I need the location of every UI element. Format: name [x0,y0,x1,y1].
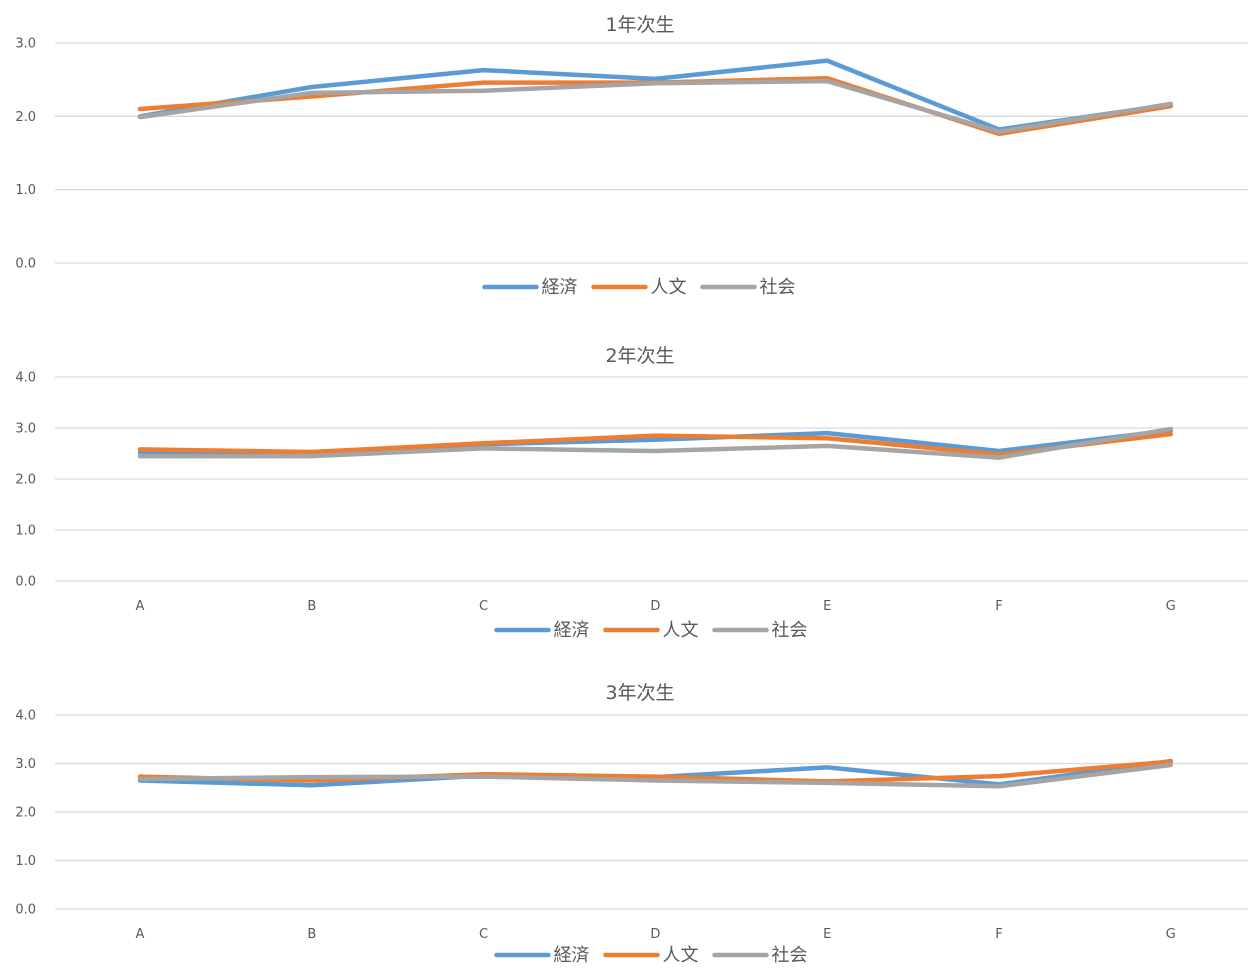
y-tick-label: 1.0 [15,524,36,539]
y-tick-label: 0.0 [15,575,36,590]
y-tick-label: 3.0 [15,37,36,52]
x-tick-label: F [995,927,1002,942]
x-tick-label: B [307,599,316,614]
legend-label: 経済 [554,620,590,641]
y-tick-label: 1.0 [15,183,36,198]
y-tick-label: 3.0 [15,757,36,772]
legend-label: 人文 [651,277,687,298]
y-tick-label: 2.0 [15,806,36,821]
legend-item: 人文 [603,620,699,641]
series-line-3 [137,762,1174,789]
legend-item: 社会 [712,620,808,641]
legend-item: 経済 [494,620,590,641]
legend-item: 人文 [591,277,687,298]
legend-item: 社会 [700,277,796,298]
legend-item: 社会 [712,945,808,966]
chart-title: 3年次生 [605,682,674,704]
y-tick-label: 0.0 [15,903,36,918]
x-tick-label: G [1166,599,1176,614]
y-tick-label: 4.0 [15,371,36,386]
chart-title: 2年次生 [605,345,674,367]
x-tick-label: E [823,927,831,942]
legend-item: 経済 [482,277,578,298]
x-tick-label: B [307,927,316,942]
legend-label: 経済 [542,277,578,298]
y-tick-label: 0.0 [15,257,36,272]
x-tick-label: A [136,599,145,614]
x-tick-label: A [136,927,145,942]
y-tick-label: 1.0 [15,854,36,869]
legend-label: 社会 [760,277,796,298]
y-tick-label: 2.0 [15,473,36,488]
x-tick-label: C [479,599,488,614]
series-line-3 [137,426,1174,460]
legend-label: 経済 [554,945,590,966]
legend-item: 人文 [603,945,699,966]
chart-3: 3年次生 0.0 1.0 2.0 3.0 4.0 A B C D E F G 経済 人文 社会 [15,682,1248,966]
series-line-2 [137,431,1174,457]
legend-item: 経済 [494,945,590,966]
series-line-3 [137,78,1174,134]
x-tick-label: G [1166,927,1176,942]
legend-label: 人文 [663,620,699,641]
x-tick-label: E [823,599,831,614]
x-tick-label: D [650,927,660,942]
chart-1: 1年次生 0.0 1.0 2.0 3.0 経済 人文 社会 [15,14,1248,298]
legend-label: 社会 [772,620,808,641]
x-tick-label: C [479,927,488,942]
y-tick-label: 2.0 [15,110,36,125]
series-line-2 [137,759,1174,784]
chart-2: 2年次生 0.0 1.0 2.0 3.0 4.0 A B C D E F G 経済 人文 社会 [15,345,1248,641]
y-tick-label: 4.0 [15,709,36,724]
legend-label: 人文 [663,945,699,966]
x-tick-label: D [650,599,660,614]
chart-title: 1年次生 [605,14,674,36]
x-tick-label: F [995,599,1002,614]
y-tick-label: 3.0 [15,422,36,437]
legend-label: 社会 [772,945,808,966]
